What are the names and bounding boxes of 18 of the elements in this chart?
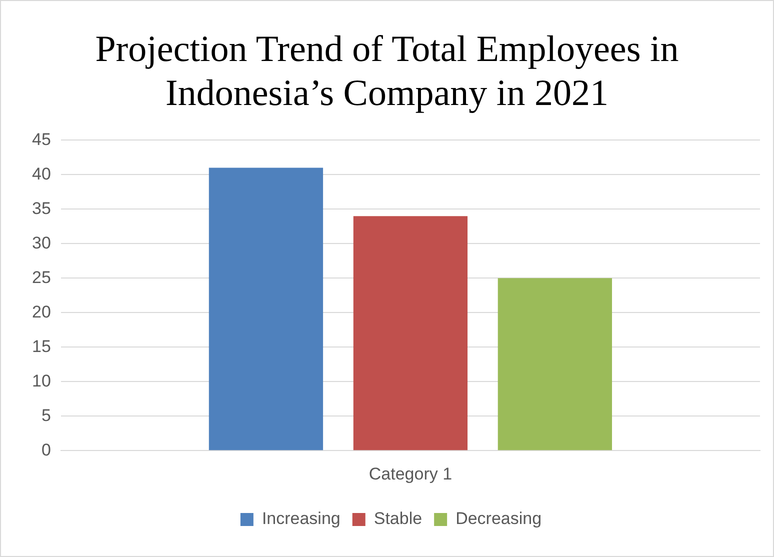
y-tick-label: 0	[41, 440, 51, 460]
y-tick-label: 45	[32, 130, 51, 149]
y-tick-label: 25	[32, 268, 51, 287]
chart-title: Projection Trend of Total Employees in Indonesia’s Company in 2021	[94, 28, 680, 116]
legend-label: Increasing	[262, 509, 340, 528]
y-tick-label: 5	[41, 406, 51, 425]
bar	[498, 278, 612, 450]
bar	[353, 216, 468, 450]
y-tick-label: 20	[32, 302, 51, 322]
bar	[208, 168, 324, 450]
legend-label: Stable	[374, 509, 422, 528]
y-tick-label: 15	[32, 336, 51, 356]
y-tick-label: 35	[32, 198, 51, 218]
legend-label: Decreasing	[456, 509, 542, 528]
y-tick-label: 40	[32, 164, 51, 184]
y-tick-label: 10	[32, 371, 51, 390]
y-tick-label: 30	[32, 233, 51, 252]
x-tick-label: Category 1	[368, 464, 452, 484]
